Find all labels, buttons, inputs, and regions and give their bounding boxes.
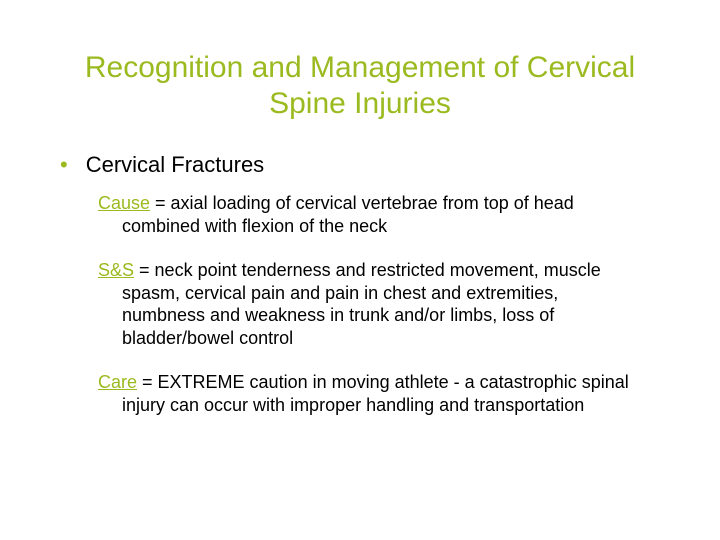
ss-label: S&S (98, 260, 134, 280)
bullet-marker: • (60, 152, 68, 178)
slide-container: Recognition and Management of Cervical S… (0, 0, 720, 540)
slide-title: Recognition and Management of Cervical S… (50, 50, 670, 122)
ss-text: = neck point tenderness and restricted m… (122, 260, 601, 348)
cause-text: = axial loading of cervical vertebrae fr… (122, 193, 574, 236)
care-label: Care (98, 372, 137, 392)
bullet-item: • Cervical Fractures (50, 152, 670, 178)
subpoint-care: Care = EXTREME caution in moving athlete… (50, 371, 670, 416)
subpoint-ss: S&S = neck point tenderness and restrict… (50, 259, 670, 349)
bullet-label: Cervical Fractures (86, 152, 264, 178)
subpoint-cause: Cause = axial loading of cervical verteb… (50, 192, 670, 237)
cause-label: Cause (98, 193, 150, 213)
care-text: = EXTREME caution in moving athlete - a … (122, 372, 629, 415)
